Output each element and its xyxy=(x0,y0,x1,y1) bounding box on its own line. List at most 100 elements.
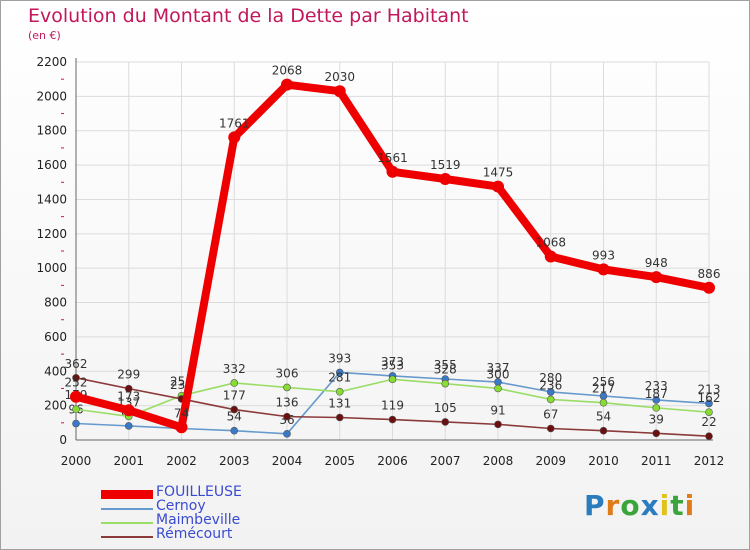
data-label: 1068 xyxy=(535,235,566,249)
data-point xyxy=(652,404,661,412)
y-tick-label: 1200 xyxy=(36,227,67,241)
data-label: 2030 xyxy=(324,70,355,84)
data-label: 332 xyxy=(223,362,246,376)
data-point xyxy=(597,263,610,276)
x-tick-label: 2000 xyxy=(61,454,92,468)
data-point xyxy=(335,368,344,377)
y-tick-label: 400 xyxy=(44,364,67,378)
data-label: 67 xyxy=(543,407,558,421)
legend-label: Maimbeville xyxy=(156,512,241,528)
data-label: 162 xyxy=(698,391,721,405)
data-label: 213 xyxy=(698,382,721,396)
data-label: 353 xyxy=(381,358,404,372)
data-point xyxy=(335,413,344,422)
data-label: 355 xyxy=(434,358,457,372)
data-label: 74 xyxy=(174,406,189,420)
data-label: 1761 xyxy=(219,116,250,130)
legend-swatch xyxy=(101,522,153,524)
data-point xyxy=(650,271,663,284)
data-point xyxy=(72,419,80,428)
data-point xyxy=(122,404,135,417)
y-tick-label: 1800 xyxy=(36,124,67,138)
x-tick-label: 2007 xyxy=(430,454,461,468)
data-point xyxy=(283,383,291,392)
data-label: 886 xyxy=(698,267,721,281)
x-tick-label: 2002 xyxy=(166,454,197,468)
data-point xyxy=(546,395,555,404)
y-tick-label: 1400 xyxy=(36,192,67,206)
data-point xyxy=(333,85,346,98)
data-point xyxy=(230,426,239,435)
data-label: 22 xyxy=(701,415,716,429)
data-point xyxy=(544,250,557,263)
data-label: 252 xyxy=(65,376,88,390)
data-label: 187 xyxy=(645,387,668,401)
data-label: 105 xyxy=(434,401,457,415)
legend-swatch xyxy=(101,490,153,499)
data-label: 91 xyxy=(490,403,505,417)
x-tick-label: 2004 xyxy=(272,454,303,468)
legend-label: Cernoy xyxy=(156,498,206,514)
y-tick-label: 1000 xyxy=(36,261,67,275)
data-label: 136 xyxy=(276,396,299,410)
data-label: 256 xyxy=(592,375,615,389)
data-label: 337 xyxy=(487,361,510,375)
data-label: 177 xyxy=(223,389,246,403)
data-label: 1519 xyxy=(430,158,461,172)
data-point xyxy=(72,405,80,414)
data-point xyxy=(652,429,661,438)
data-point xyxy=(494,420,502,429)
data-point xyxy=(492,180,504,193)
x-tick-label: 2011 xyxy=(641,454,672,468)
data-point xyxy=(705,432,713,441)
data-point xyxy=(546,388,555,396)
data-point xyxy=(230,405,239,414)
data-point xyxy=(72,374,80,382)
data-point xyxy=(599,398,608,407)
proxiti-logo: Proxiti xyxy=(584,489,696,522)
data-point xyxy=(386,165,399,178)
data-point xyxy=(652,396,661,404)
data-point xyxy=(439,173,452,186)
data-label: 948 xyxy=(645,256,668,270)
x-tick-label: 2008 xyxy=(483,454,514,468)
y-tick-label: 1600 xyxy=(36,158,67,172)
x-tick-label: 2003 xyxy=(219,454,250,468)
data-label: 299 xyxy=(117,368,140,382)
data-label: 2068 xyxy=(272,64,303,78)
data-label: 233 xyxy=(645,379,668,393)
data-point xyxy=(441,418,450,426)
y-tick-label: 2200 xyxy=(36,55,67,69)
data-label: 39 xyxy=(649,412,664,426)
y-tick-label: 200 xyxy=(44,399,67,413)
data-label: 373 xyxy=(381,355,404,369)
chart-title: Evolution du Montant de la Dette par Hab… xyxy=(28,5,469,27)
data-label: 281 xyxy=(328,371,351,385)
data-point xyxy=(283,430,291,438)
data-point xyxy=(70,390,82,403)
data-label: 54 xyxy=(596,410,611,424)
legend-swatch xyxy=(101,508,153,510)
x-tick-label: 2010 xyxy=(588,454,619,468)
legend-label: Rémécourt xyxy=(156,526,233,542)
data-label: 300 xyxy=(487,367,510,381)
data-point xyxy=(175,421,188,434)
data-point xyxy=(705,399,713,408)
y-tick-label: 2000 xyxy=(36,89,67,103)
x-tick-label: 2001 xyxy=(113,454,144,468)
data-label: 993 xyxy=(592,248,615,262)
data-point xyxy=(599,426,608,435)
x-tick-label: 2012 xyxy=(694,454,725,468)
data-point xyxy=(335,387,344,396)
data-label: 362 xyxy=(65,357,88,371)
data-point xyxy=(124,422,133,430)
data-point xyxy=(705,408,713,416)
data-label: 119 xyxy=(381,399,404,413)
data-point xyxy=(703,281,715,294)
data-label: 280 xyxy=(539,371,562,385)
data-label: 173 xyxy=(117,389,140,403)
data-point xyxy=(546,424,555,433)
y-tick-label: 0 xyxy=(59,433,67,447)
x-tick-label: 2006 xyxy=(377,454,408,468)
